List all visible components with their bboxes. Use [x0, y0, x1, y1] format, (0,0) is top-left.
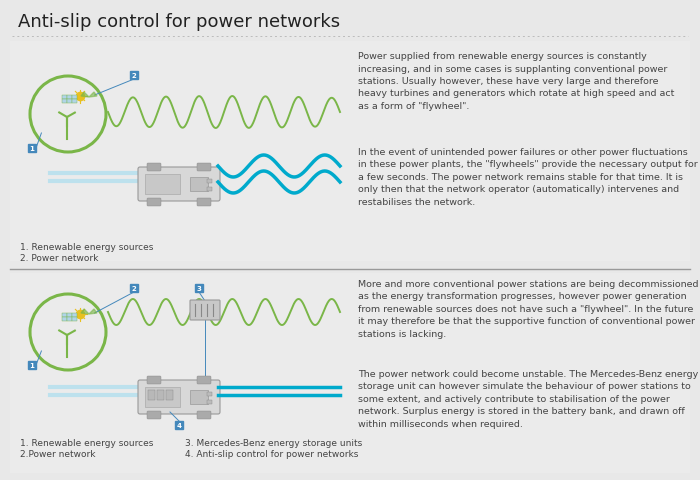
FancyBboxPatch shape	[190, 300, 220, 320]
Bar	[175, 421, 183, 429]
Text: 3: 3	[197, 286, 202, 291]
Text: In the event of unintended power failures or other power fluctuations
in these p: In the event of unintended power failure…	[358, 148, 698, 206]
Text: 2: 2	[132, 286, 136, 291]
Bar	[28, 144, 36, 153]
Bar	[67, 317, 71, 321]
FancyBboxPatch shape	[138, 380, 220, 414]
Text: 1: 1	[29, 362, 34, 368]
Bar	[145, 387, 180, 407]
Bar	[62, 317, 66, 321]
Polygon shape	[81, 93, 89, 98]
Bar	[67, 96, 71, 99]
Text: 2: 2	[132, 73, 136, 79]
Polygon shape	[81, 309, 89, 314]
Bar	[195, 285, 203, 292]
Bar	[28, 361, 36, 369]
Bar	[10, 42, 690, 262]
FancyBboxPatch shape	[197, 199, 211, 206]
Bar	[207, 400, 212, 404]
Bar	[130, 285, 138, 292]
Bar	[72, 96, 76, 99]
Text: Anti-slip control for power networks: Anti-slip control for power networks	[18, 13, 340, 31]
FancyBboxPatch shape	[147, 164, 161, 172]
Text: Power supplied from renewable energy sources is constantly
increasing, and in so: Power supplied from renewable energy sou…	[358, 52, 674, 111]
FancyBboxPatch shape	[147, 199, 161, 206]
FancyBboxPatch shape	[138, 168, 220, 202]
Text: 4: 4	[176, 422, 181, 428]
Polygon shape	[89, 309, 97, 314]
Bar	[130, 72, 138, 80]
Text: 4. Anti-slip control for power networks: 4. Anti-slip control for power networks	[185, 449, 358, 458]
Polygon shape	[89, 93, 97, 98]
Text: 1. Renewable energy sources: 1. Renewable energy sources	[20, 438, 153, 447]
Text: More and more conventional power stations are being decommissioned
as the energy: More and more conventional power station…	[358, 279, 699, 338]
Bar	[190, 390, 208, 404]
Bar	[10, 274, 690, 473]
Bar	[62, 96, 66, 99]
FancyBboxPatch shape	[197, 411, 211, 419]
Bar	[67, 100, 71, 103]
Text: 3. Mercedes-Benz energy storage units: 3. Mercedes-Benz energy storage units	[185, 438, 363, 447]
Text: 2.Power network: 2.Power network	[20, 449, 95, 458]
Bar	[62, 100, 66, 103]
Bar	[62, 313, 66, 317]
Text: 1. Renewable energy sources: 1. Renewable energy sources	[20, 242, 153, 252]
Bar	[145, 175, 180, 194]
Bar	[190, 178, 208, 192]
Bar	[157, 390, 164, 400]
FancyBboxPatch shape	[147, 411, 161, 419]
Bar	[166, 390, 173, 400]
Bar	[207, 188, 212, 192]
FancyBboxPatch shape	[197, 164, 211, 172]
Text: 2. Power network: 2. Power network	[20, 253, 99, 263]
Bar	[67, 313, 71, 317]
Text: The power network could become unstable. The Mercedes-Benz energy
storage unit c: The power network could become unstable.…	[358, 369, 699, 428]
Text: 1: 1	[29, 146, 34, 152]
Bar	[148, 390, 155, 400]
Bar	[207, 180, 212, 184]
Bar	[72, 100, 76, 103]
Bar	[72, 313, 76, 317]
FancyBboxPatch shape	[147, 376, 161, 384]
Bar	[207, 392, 212, 396]
Bar	[72, 317, 76, 321]
FancyBboxPatch shape	[197, 376, 211, 384]
